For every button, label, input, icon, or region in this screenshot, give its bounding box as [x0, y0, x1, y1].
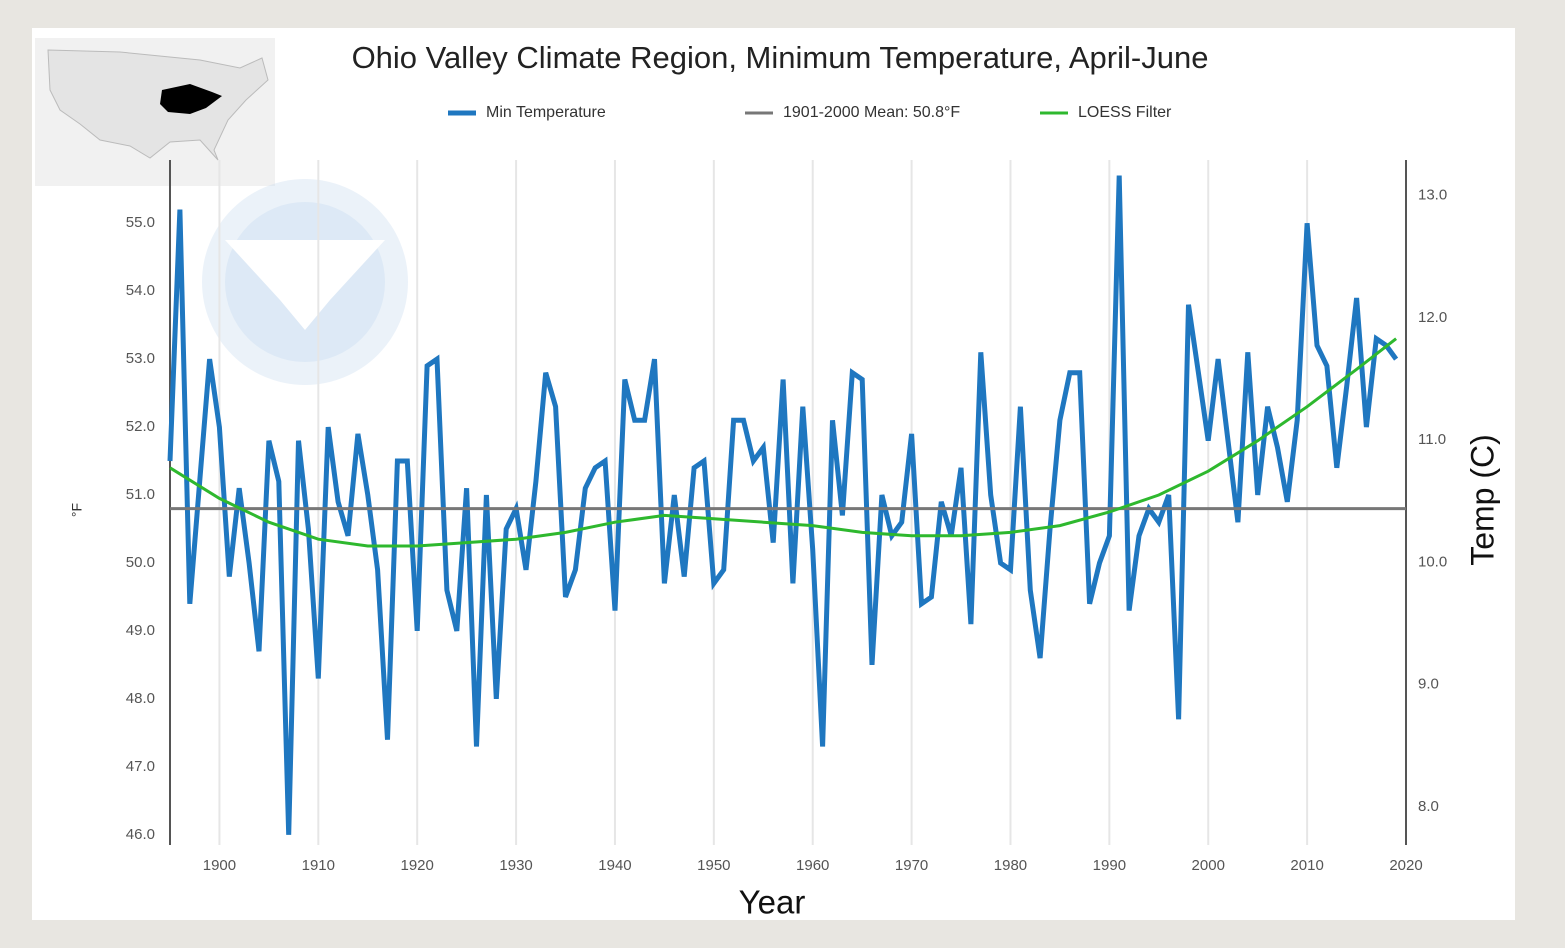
logo-bird	[225, 240, 385, 330]
x-tick-label: 1950	[697, 857, 730, 874]
y-tick-label: 47.0	[126, 758, 155, 775]
x-tick-label: 1910	[302, 857, 335, 874]
series-line	[169, 337, 1398, 548]
legend-label: Min Temperature	[486, 104, 606, 121]
x-axis-title: Year	[739, 884, 806, 921]
y-tick-label: 54.0	[126, 282, 155, 299]
y-axis-title: °F	[69, 503, 85, 517]
y-tick-label: 49.0	[126, 622, 155, 639]
y-tick-label: 52.0	[126, 418, 155, 435]
y-tick-label: 51.0	[126, 486, 155, 503]
y2-axis-title: Temp (C)	[1464, 434, 1500, 566]
x-tick-label: 2020	[1389, 857, 1422, 874]
x-tick-label: 2010	[1290, 857, 1323, 874]
x-tick-label: 1970	[895, 857, 928, 874]
legend-label: 1901-2000 Mean: 50.8°F	[783, 104, 960, 121]
x-tick-label: 2000	[1192, 857, 1225, 874]
y2-tick-label: 12.0	[1418, 309, 1447, 326]
y2-tick-label: 10.0	[1418, 553, 1447, 570]
y-tick-label: 55.0	[126, 214, 155, 231]
logo-disc	[225, 202, 385, 362]
y-tick-label: 48.0	[126, 690, 155, 707]
x-tick-label: 1920	[401, 857, 434, 874]
map-inset	[35, 38, 275, 186]
x-tick-label: 1940	[598, 857, 631, 874]
map-region	[160, 84, 222, 114]
logo-watermark	[202, 179, 408, 385]
y2-tick-label: 9.0	[1418, 676, 1439, 693]
y-tick-label: 46.0	[126, 826, 155, 843]
x-tick-label: 1980	[994, 857, 1027, 874]
logo-ring	[202, 179, 408, 385]
x-tick-label: 1990	[1093, 857, 1126, 874]
y-tick-label: 53.0	[126, 350, 155, 367]
y-tick-label: 50.0	[126, 554, 155, 571]
chart-title: Ohio Valley Climate Region, Minimum Temp…	[352, 40, 1209, 75]
map-outline	[47, 49, 269, 161]
y2-tick-label: 13.0	[1418, 186, 1447, 203]
y2-tick-label: 11.0	[1418, 431, 1446, 448]
x-tick-label: 1930	[499, 857, 532, 874]
legend-label: LOESS Filter	[1078, 104, 1172, 121]
x-tick-label: 1960	[796, 857, 829, 874]
y2-tick-label: 8.0	[1418, 798, 1439, 815]
x-tick-label: 1900	[203, 857, 236, 874]
